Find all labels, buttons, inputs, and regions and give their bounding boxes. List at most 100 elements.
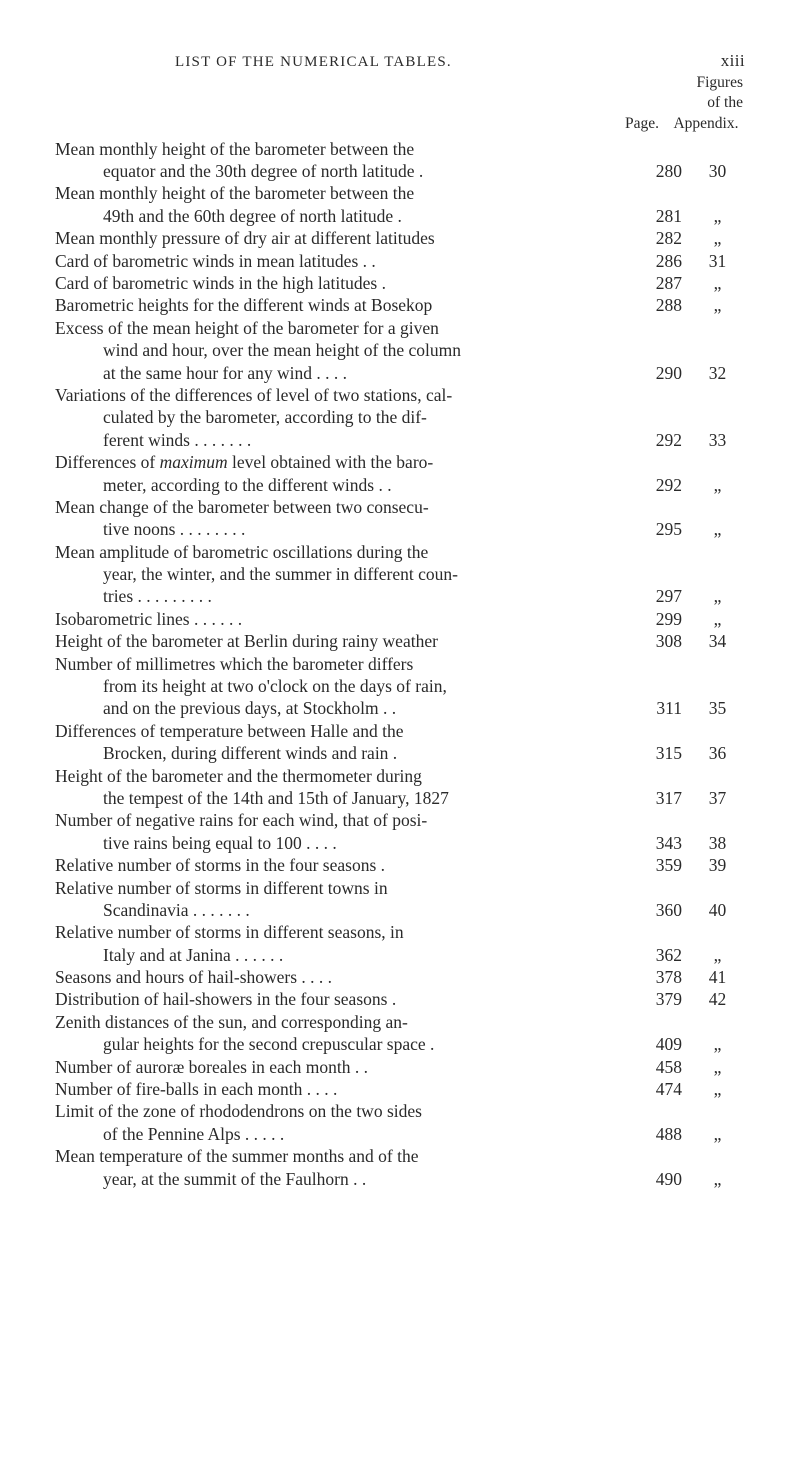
entry-page-number: 458 bbox=[620, 1056, 690, 1078]
entry-appendix-number: „ bbox=[690, 474, 745, 496]
entry-text: from its height at two o'clock on the da… bbox=[55, 675, 620, 697]
entry-row: Mean temperature of the summer months an… bbox=[55, 1145, 745, 1167]
entry-page-number: 359 bbox=[620, 854, 690, 876]
entry-row: of the Pennine Alps . . . . .488„ bbox=[55, 1123, 745, 1145]
entry-text: equator and the 30th degree of north lat… bbox=[55, 160, 620, 182]
entry-appendix-number: „ bbox=[690, 585, 745, 607]
entry-row: from its height at two o'clock on the da… bbox=[55, 675, 745, 697]
entry-text: year, the winter, and the summer in diff… bbox=[55, 563, 620, 585]
entry-page-number: 360 bbox=[620, 899, 690, 921]
entry-row: Number of negative rains for each wind, … bbox=[55, 809, 745, 831]
entry-appendix-number: 34 bbox=[690, 630, 745, 652]
entry-text: Number of fire-balls in each month . . .… bbox=[55, 1078, 620, 1100]
page-number: xiii bbox=[721, 50, 745, 72]
entry-text: Brocken, during different winds and rain… bbox=[55, 742, 620, 764]
entry-page-number: 282 bbox=[620, 227, 690, 249]
entry-row: Number of fire-balls in each month . . .… bbox=[55, 1078, 745, 1100]
entry-text: Number of negative rains for each wind, … bbox=[55, 809, 620, 831]
entry-text: gular heights for the second crepuscular… bbox=[55, 1033, 620, 1055]
entry-text: tries . . . . . . . . . bbox=[55, 585, 620, 607]
entry-row: 49th and the 60th degree of north latitu… bbox=[55, 205, 745, 227]
entry-row: tive rains being equal to 100 . . . .343… bbox=[55, 832, 745, 854]
entry-row: Mean monthly height of the barometer bet… bbox=[55, 182, 745, 204]
entry-appendix-number: 42 bbox=[690, 988, 745, 1010]
entry-row: Number of auroræ boreales in each month … bbox=[55, 1056, 745, 1078]
entry-row: Differences of maximum level obtained wi… bbox=[55, 451, 745, 473]
entry-appendix-number: 39 bbox=[690, 854, 745, 876]
entry-appendix-number: 32 bbox=[690, 362, 745, 384]
entry-text: Distribution of hail-showers in the four… bbox=[55, 988, 620, 1010]
entry-text: Mean temperature of the summer months an… bbox=[55, 1145, 620, 1167]
entry-text: Zenith distances of the sun, and corresp… bbox=[55, 1011, 620, 1033]
entry-page-number: 490 bbox=[620, 1168, 690, 1190]
figures-label-line2: of the bbox=[55, 94, 745, 112]
page-column-label: Page. bbox=[589, 114, 667, 134]
entry-page-number: 292 bbox=[620, 474, 690, 496]
entry-row: Relative number of storms in different t… bbox=[55, 877, 745, 899]
entry-appendix-number: „ bbox=[690, 272, 745, 294]
entry-text: of the Pennine Alps . . . . . bbox=[55, 1123, 620, 1145]
entry-text: Card of barometric winds in mean latitud… bbox=[55, 250, 620, 272]
entry-page-number: 281 bbox=[620, 205, 690, 227]
figures-label-line1: Figures bbox=[55, 74, 745, 92]
entry-text: Mean monthly height of the barometer bet… bbox=[55, 182, 620, 204]
entry-text: Differences of maximum level obtained wi… bbox=[55, 451, 620, 473]
entry-row: ferent winds . . . . . . .29233 bbox=[55, 429, 745, 451]
running-title: LIST OF THE NUMERICAL TABLES. bbox=[175, 53, 452, 72]
entry-appendix-number: „ bbox=[690, 1168, 745, 1190]
entry-row: Brocken, during different winds and rain… bbox=[55, 742, 745, 764]
entry-appendix-number: „ bbox=[690, 944, 745, 966]
entry-page-number: 286 bbox=[620, 250, 690, 272]
entry-text: Isobarometric lines . . . . . . bbox=[55, 608, 620, 630]
entry-row: Relative number of storms in the four se… bbox=[55, 854, 745, 876]
entry-text: Differences of temperature between Halle… bbox=[55, 720, 620, 742]
entry-row: Excess of the mean height of the baromet… bbox=[55, 317, 745, 339]
entry-appendix-number: 38 bbox=[690, 832, 745, 854]
entry-row: Barometric heights for the different win… bbox=[55, 294, 745, 316]
page-container: LIST OF THE NUMERICAL TABLES. xiii Figur… bbox=[0, 0, 800, 1250]
entry-text: Barometric heights for the different win… bbox=[55, 294, 620, 316]
entry-page-number: 299 bbox=[620, 608, 690, 630]
entry-appendix-number: „ bbox=[690, 1056, 745, 1078]
entry-page-number: 287 bbox=[620, 272, 690, 294]
entry-text: year, at the summit of the Faulhorn . . bbox=[55, 1168, 620, 1190]
entry-row: culated by the barometer, according to t… bbox=[55, 406, 745, 428]
entry-text: Excess of the mean height of the baromet… bbox=[55, 317, 620, 339]
entry-text: tive rains being equal to 100 . . . . bbox=[55, 832, 620, 854]
entry-page-number: 378 bbox=[620, 966, 690, 988]
entry-text: Mean monthly height of the barometer bet… bbox=[55, 138, 620, 160]
entry-row: wind and hour, over the mean height of t… bbox=[55, 339, 745, 361]
entry-text: the tempest of the 14th and 15th of Janu… bbox=[55, 787, 620, 809]
entry-appendix-number: „ bbox=[690, 518, 745, 540]
entry-appendix-number: „ bbox=[690, 205, 745, 227]
entry-text: Relative number of storms in different t… bbox=[55, 877, 620, 899]
entry-page-number: 295 bbox=[620, 518, 690, 540]
entry-row: the tempest of the 14th and 15th of Janu… bbox=[55, 787, 745, 809]
entry-row: year, the winter, and the summer in diff… bbox=[55, 563, 745, 585]
entry-row: Differences of temperature between Halle… bbox=[55, 720, 745, 742]
column-headings: Page. Appendix. bbox=[55, 114, 745, 134]
entry-appendix-number: „ bbox=[690, 294, 745, 316]
entry-page-number: 290 bbox=[620, 362, 690, 384]
entry-text: culated by the barometer, according to t… bbox=[55, 406, 620, 428]
entry-page-number: 297 bbox=[620, 585, 690, 607]
entry-page-number: 315 bbox=[620, 742, 690, 764]
entry-appendix-number: 40 bbox=[690, 899, 745, 921]
entry-appendix-number: „ bbox=[690, 608, 745, 630]
entry-row: Limit of the zone of rhododendrons on th… bbox=[55, 1100, 745, 1122]
entry-text: Scandinavia . . . . . . . bbox=[55, 899, 620, 921]
entry-appendix-number: „ bbox=[690, 1033, 745, 1055]
entry-text: Italy and at Janina . . . . . . bbox=[55, 944, 620, 966]
entry-row: tries . . . . . . . . .297„ bbox=[55, 585, 745, 607]
entry-text: ferent winds . . . . . . . bbox=[55, 429, 620, 451]
entry-text: wind and hour, over the mean height of t… bbox=[55, 339, 620, 361]
entry-appendix-number: 30 bbox=[690, 160, 745, 182]
entry-row: Height of the barometer and the thermome… bbox=[55, 765, 745, 787]
entry-row: Mean monthly height of the barometer bet… bbox=[55, 138, 745, 160]
entry-row: tive noons . . . . . . . .295„ bbox=[55, 518, 745, 540]
entry-page-number: 379 bbox=[620, 988, 690, 1010]
entry-page-number: 474 bbox=[620, 1078, 690, 1100]
entry-text: Height of the barometer and the thermome… bbox=[55, 765, 620, 787]
entry-text: Variations of the differences of level o… bbox=[55, 384, 620, 406]
entry-text: Relative number of storms in the four se… bbox=[55, 854, 620, 876]
